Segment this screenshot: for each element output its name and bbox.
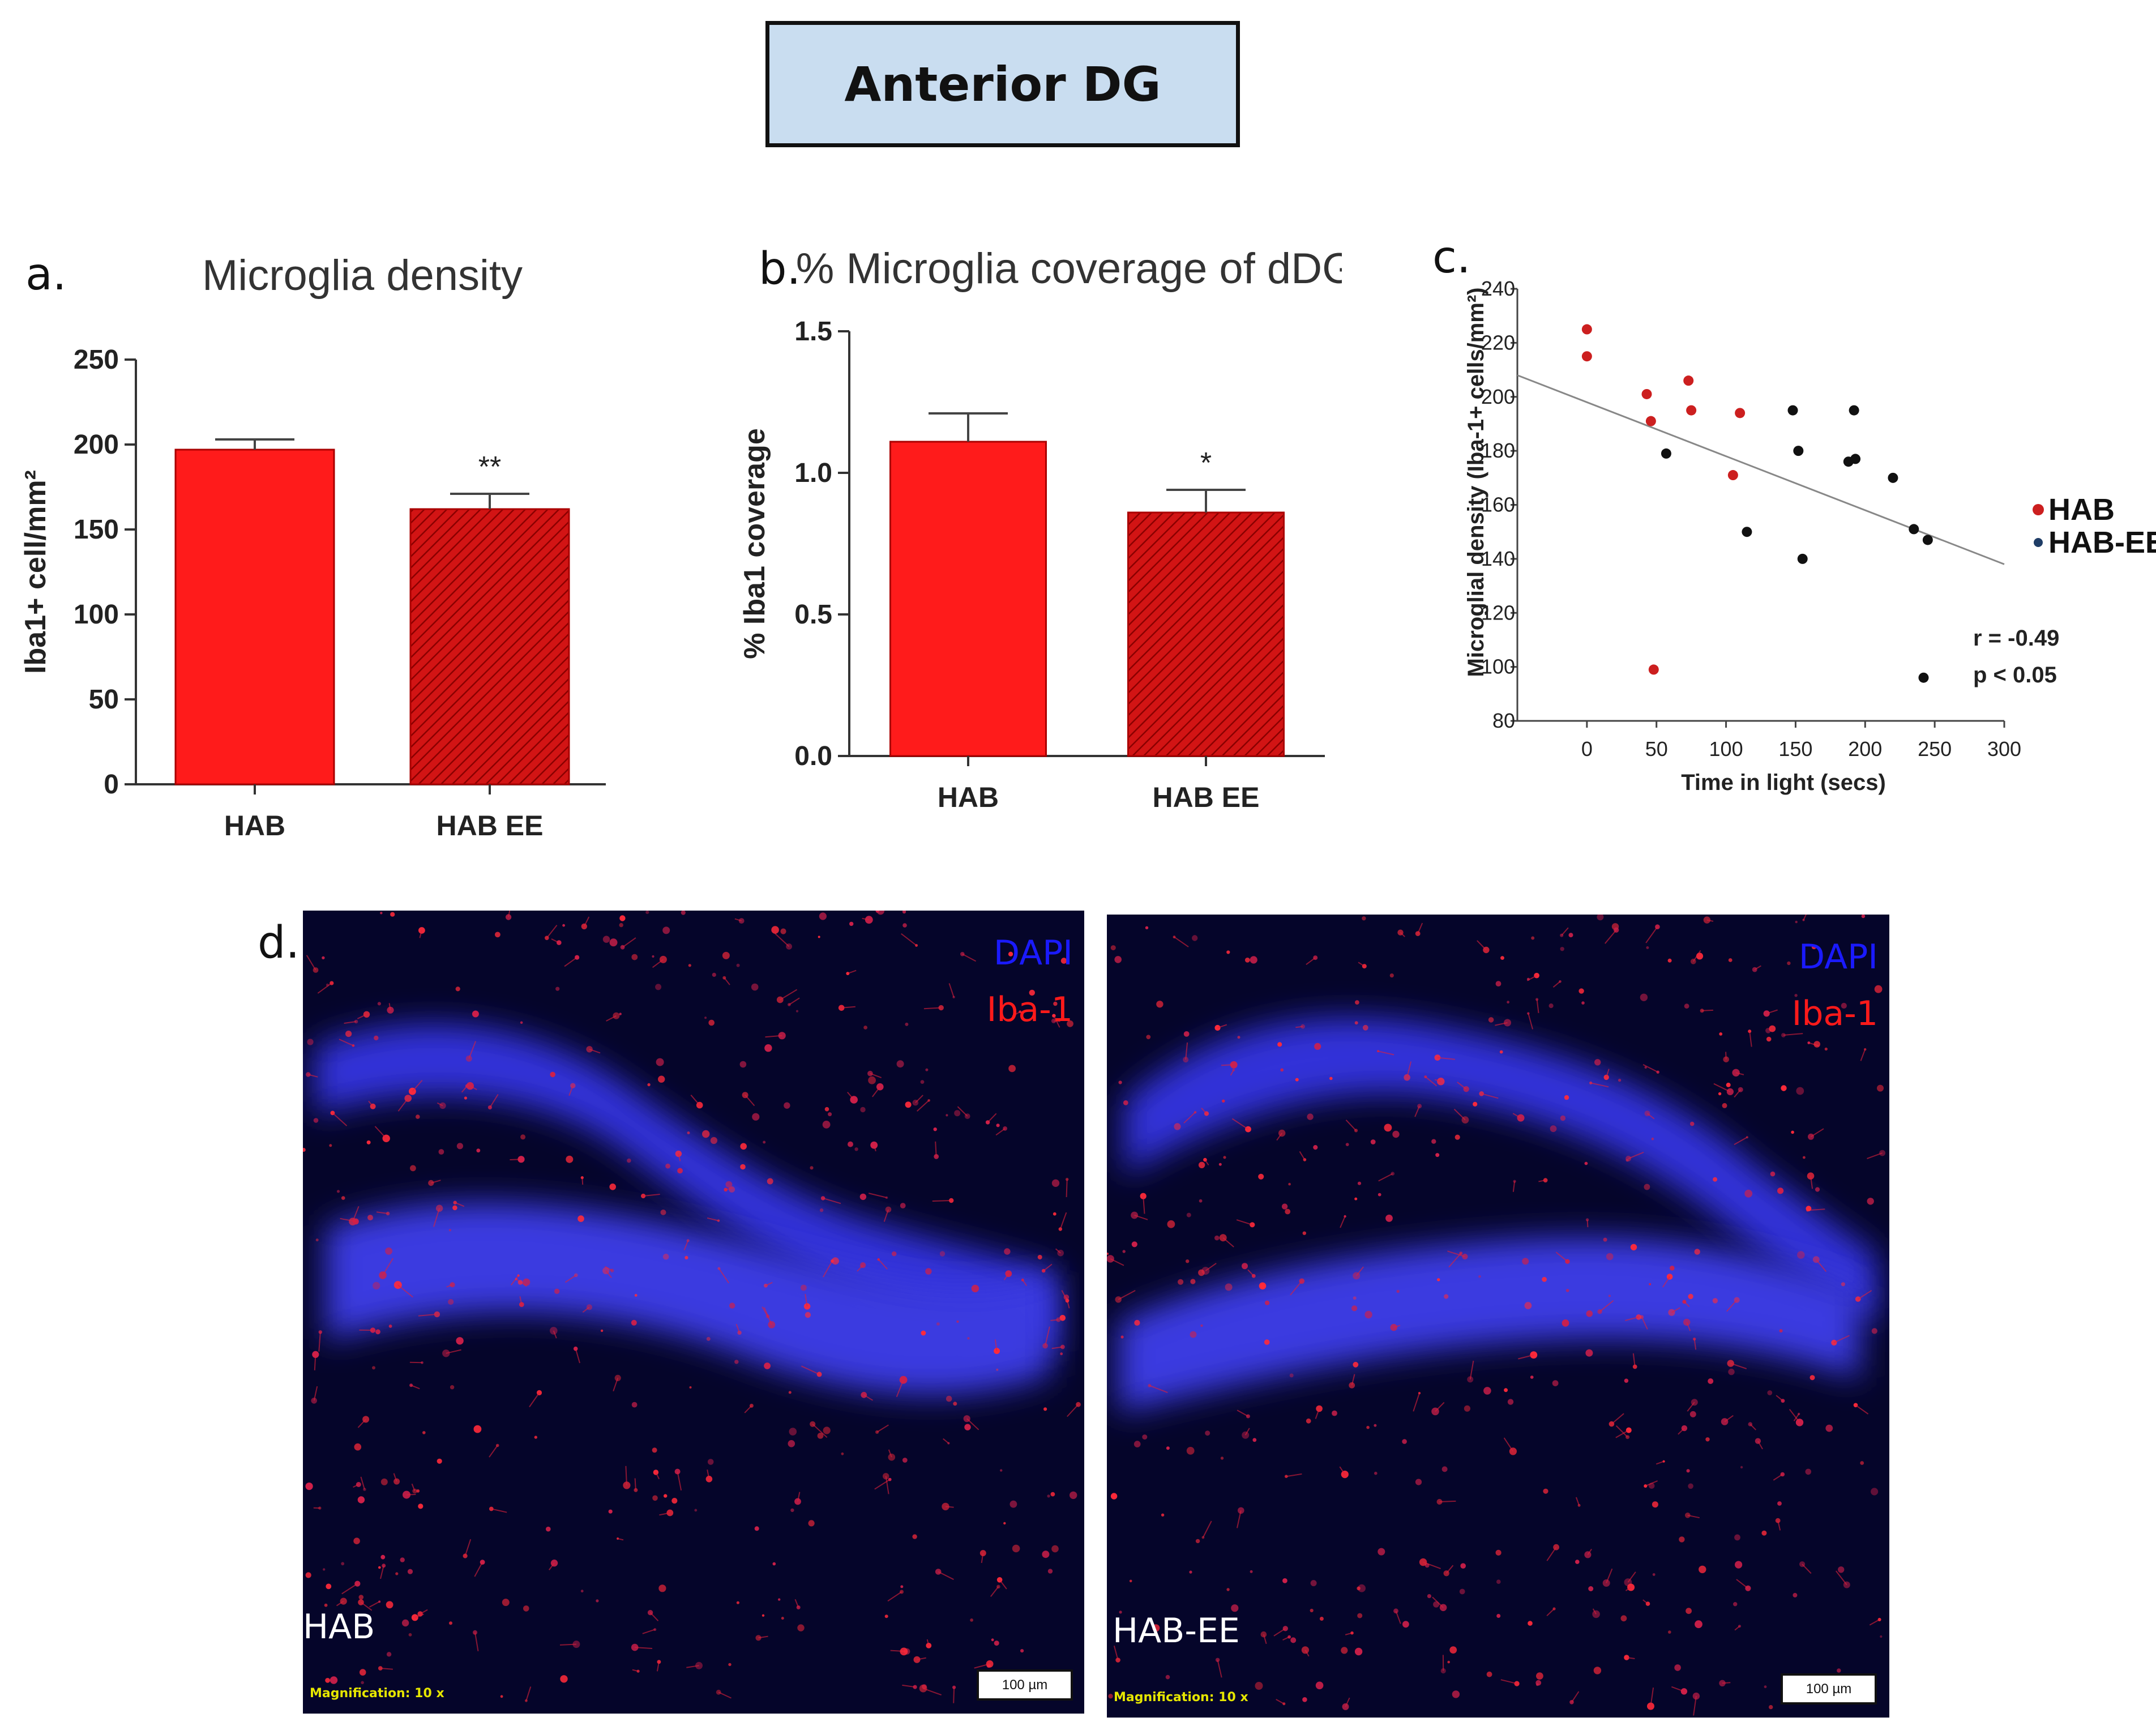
- chart-c-point-hab-ee: [1797, 553, 1808, 564]
- chart-b-ylabel: % Iba1 coverage: [738, 428, 771, 659]
- micrograph-hab-iba1-label: Iba-1: [986, 990, 1073, 1030]
- header-title: Anterior DG: [844, 56, 1161, 112]
- chart-a-ytick-label: 250: [74, 345, 119, 375]
- chart-c-ytick-label: 220: [1481, 331, 1515, 354]
- chart-c-legend-hab-ee: HAB-EE: [2048, 526, 2156, 559]
- micrograph-hab-ee-magnification: Magnification: 10 x: [1114, 1690, 1248, 1705]
- chart-c-point-hab-ee: [1787, 405, 1798, 416]
- panel-label-d: d.: [258, 917, 300, 968]
- chart-c-point-hab: [1581, 351, 1592, 362]
- chart-c-point-hab-ee: [1849, 405, 1859, 416]
- chart-c-point-hab: [1727, 470, 1738, 481]
- chart-a-ylabel: Iba1+ cell/mm²: [19, 470, 52, 674]
- micrograph-hab: DAPI Iba-1 HAB Magnification: 10 x 100 µ…: [303, 911, 1084, 1714]
- chart-b-bar-hab: [889, 441, 1047, 757]
- chart-a-ytick-label: 50: [89, 685, 119, 715]
- chart-c-point-hab: [1648, 664, 1659, 675]
- chart-c-point-hab-ee: [1888, 472, 1898, 483]
- micrograph-hab-dapi-label: DAPI: [993, 933, 1073, 973]
- chart-c-point-hab: [1641, 388, 1652, 399]
- chart-c-xtick-label: 200: [1848, 737, 1882, 761]
- chart-c-ytick-label: 180: [1481, 439, 1515, 462]
- chart-c-point-hab: [1735, 408, 1746, 418]
- chart-c-ylabel: Microglial density (Iba-1+ cells/mm²): [1464, 288, 1488, 677]
- chart-c-xlabel: Time in light (secs): [1681, 770, 1886, 795]
- micrograph-hab-ee-iba1-label: Iba-1: [1791, 994, 1878, 1033]
- chart-c-point-hab: [1645, 416, 1656, 426]
- chart-c-xtick-label: 0: [1581, 737, 1593, 761]
- chart-c-legend-marker-hab: [2033, 504, 2044, 515]
- chart-c-ytick-label: 120: [1481, 601, 1515, 624]
- bar-chart-microglia-density: Microglia density 0 50 100 150 200 250 Iba1+ ce…: [19, 251, 606, 841]
- micrograph-hab-ee-image: [1107, 915, 1885, 1716]
- chart-c-xtick-label: 100: [1709, 737, 1743, 761]
- micrograph-hab-ee-dapi-label: DAPI: [1798, 937, 1878, 977]
- chart-c-point-hab-ee: [1922, 535, 1933, 545]
- chart-c-point-hab-ee: [1909, 524, 1919, 535]
- micrograph-hab-magnification: Magnification: 10 x: [310, 1686, 444, 1701]
- micrograph-hab-ee-label: HAB-EE: [1113, 1611, 1240, 1651]
- chart-c-ytick-label: 240: [1481, 277, 1515, 300]
- panel-label-a: a.: [25, 249, 67, 300]
- chart-c-regression-line: [1517, 374, 2005, 565]
- micrograph-hab-ee: DAPI Iba-1 HAB-EE Magnification: 10 x 10…: [1107, 915, 1889, 1718]
- panel-label-c: c.: [1432, 232, 1471, 283]
- micrograph-hab-ee-iba1-cells: [1107, 915, 1885, 1716]
- chart-a-bar-hab: [174, 448, 335, 785]
- chart-a-significance: **: [478, 451, 501, 484]
- chart-a-title: Microglia density: [202, 251, 523, 300]
- chart-c-ytick-label: 160: [1481, 493, 1515, 516]
- panel-label-b: b.: [759, 244, 801, 294]
- chart-c-ytick-label: 80: [1492, 709, 1515, 732]
- figure-header: Anterior DG: [765, 21, 1240, 147]
- chart-c-point-hab: [1686, 405, 1697, 416]
- chart-b-ytick-label: 1.5: [794, 317, 832, 347]
- scatter-chart-density-vs-time: 80 100 120 140 160 180 200 220 240 0 50 100 150 200 25…: [1464, 277, 2156, 795]
- chart-a-bar-hab-ee: [409, 508, 570, 785]
- chart-a-ytick-label: 200: [74, 430, 119, 460]
- chart-c-point-hab: [1683, 375, 1694, 386]
- chart-b-ytick-label: 0.0: [794, 741, 832, 771]
- bar-chart-microglia-coverage: % Microglia coverage of dDG 0.0 0.5 1.0 1.5%…: [738, 245, 1342, 813]
- chart-c-point-hab: [1581, 324, 1592, 335]
- chart-c-point-hab-ee: [1793, 446, 1804, 456]
- chart-c-annotation-p: p < 0.05: [1973, 663, 2057, 687]
- chart-a-ytick-label: 0: [104, 770, 119, 800]
- chart-c-point-hab-ee: [1742, 527, 1752, 537]
- chart-b-category-label: HAB EE: [1153, 781, 1260, 813]
- micrograph-hab-scalebar: 100 µm: [977, 1669, 1073, 1701]
- chart-c-ytick-label: 200: [1481, 385, 1515, 408]
- chart-a-category-label: HAB: [224, 810, 285, 841]
- chart-c-xtick-label: 150: [1778, 737, 1812, 761]
- chart-c-ytick-label: 100: [1481, 655, 1515, 678]
- micrograph-hab-label: HAB: [303, 1607, 375, 1647]
- chart-b-ytick-label: 1.0: [794, 458, 832, 488]
- chart-a-ytick-label: 150: [74, 515, 119, 545]
- chart-b-category-label: HAB: [938, 781, 999, 813]
- chart-c-ytick-label: 140: [1481, 547, 1515, 570]
- chart-b-significance: *: [1200, 447, 1212, 480]
- chart-a-ytick-label: 100: [74, 600, 119, 630]
- chart-c-point-hab-ee: [1918, 672, 1929, 683]
- chart-b-title: % Microglia coverage of dDG: [796, 245, 1342, 293]
- chart-c-xtick-label: 50: [1645, 737, 1668, 761]
- chart-c-xtick-label: 300: [1987, 737, 2021, 761]
- chart-c-legend-hab: HAB: [2048, 493, 2115, 527]
- micrograph-hab-image: [303, 911, 1081, 1703]
- chart-b-bar-hab-ee: [1127, 511, 1285, 757]
- chart-c-legend-marker-hab-ee: [2034, 538, 2043, 547]
- micrograph-hab-ee-scalebar: 100 µm: [1781, 1673, 1877, 1705]
- chart-b-ytick-label: 0.5: [794, 600, 832, 630]
- chart-c-xtick-label: 250: [1918, 737, 1952, 761]
- chart-c-point-hab-ee: [1661, 448, 1671, 459]
- chart-c-point-hab-ee: [1850, 454, 1861, 464]
- chart-a-category-label: HAB EE: [437, 810, 544, 841]
- chart-c-annotation-r: r = -0.49: [1973, 626, 2059, 651]
